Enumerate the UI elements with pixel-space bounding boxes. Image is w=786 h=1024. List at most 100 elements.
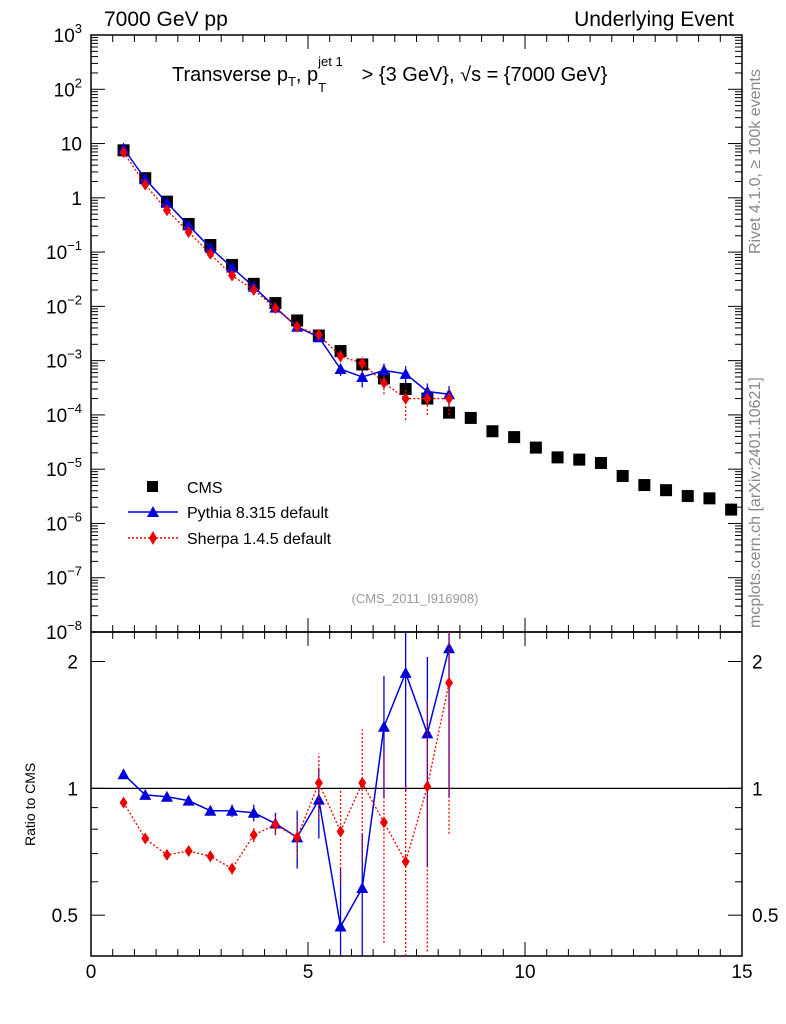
pythia-point (182, 219, 195, 231)
pythia-ratio-point (377, 720, 390, 732)
cms-point (464, 411, 477, 424)
pythia-point (139, 173, 152, 185)
sherpa-ratio-point (228, 862, 237, 875)
cms-point (508, 431, 521, 444)
cms-point (443, 406, 456, 419)
pythia-ratio-point (443, 642, 456, 654)
cms-point (703, 492, 716, 505)
pythia-ratio-point (182, 794, 195, 806)
sherpa-point (401, 392, 410, 405)
title-main: Transverse p (172, 64, 288, 86)
sherpa-ratio-point (445, 676, 454, 689)
legend-cms-marker (147, 481, 158, 492)
pythia-ratio-point (399, 666, 412, 678)
pythia-ratio-point (356, 882, 369, 894)
sherpa-ratio-point (293, 831, 302, 844)
cms-point (594, 456, 607, 469)
sherpa-point (228, 269, 237, 282)
sherpa-ratio-point (423, 780, 432, 793)
legend-pythia-marker (147, 506, 159, 517)
title-mid: , p (295, 64, 319, 86)
ytick-label: 10−5 (46, 455, 82, 481)
cms-point (616, 469, 629, 482)
xtick-label: 5 (303, 962, 314, 983)
ratio-data-marks (117, 632, 456, 956)
sherpa-ratio-point (141, 832, 150, 845)
ratio-ytick-label-right: 2 (752, 653, 763, 674)
title-sub-t2: T (318, 80, 327, 95)
ytick-label: 10−6 (46, 509, 82, 535)
sherpa-ratio-point (358, 776, 367, 789)
ratio-ytick-label-right: 1 (752, 779, 763, 800)
cms-point (399, 383, 412, 396)
ytick-label: 10−7 (46, 564, 82, 590)
cms-point (681, 490, 694, 503)
sherpa-ratio-point (379, 816, 388, 829)
ytick-label: 102 (54, 75, 82, 101)
sherpa-point (162, 204, 171, 217)
legend: CMS Pythia 8.315 default Sherpa 1.4.5 de… (128, 480, 332, 548)
pythia-point (399, 367, 412, 379)
sherpa-point (293, 320, 302, 333)
sherpa-ratio-point (336, 825, 345, 838)
pythia-ratio-point (334, 920, 347, 932)
cms-point (638, 479, 651, 492)
ytick-label: 103 (54, 21, 82, 47)
cms-point (486, 425, 499, 438)
analysis-tag: (CMS_2011_I916908) (352, 591, 479, 606)
pythia-ratio-point (421, 727, 434, 739)
pythia-ratio-point (226, 804, 239, 816)
sherpa-point (206, 247, 215, 260)
pythia-ratio-point (312, 793, 325, 805)
cms-point (529, 441, 542, 454)
sherpa-line (123, 151, 450, 400)
sherpa-ratio-point (184, 845, 193, 858)
ytick-label: 10−3 (46, 347, 82, 373)
xtick-label: 15 (731, 962, 752, 983)
sherpa-ratio-point (249, 828, 258, 841)
title-rest: > {3 GeV}, √s = {7000 GeV} (356, 64, 608, 86)
pythia-ratio-point (204, 804, 217, 816)
sherpa-ratio-point (206, 850, 215, 863)
ytick-label: 10−2 (46, 292, 82, 318)
ytick-label: 10−1 (46, 238, 82, 264)
main-data-marks (117, 142, 738, 516)
header-left: 7000 GeV pp (104, 8, 228, 31)
legend-sherpa-label: Sherpa 1.4.5 default (187, 531, 332, 548)
sherpa-point (358, 357, 367, 370)
sherpa-point (184, 225, 193, 238)
sherpa-ratio-point (271, 818, 280, 831)
sherpa-point (336, 350, 345, 363)
main-axis-ticks: 10310210110−110−210−310−410−510−610−710−… (46, 21, 743, 644)
ratio-axis-ticks: 0 5 10 15 0.5 0.5 1 1 2 2 (52, 632, 778, 983)
ytick-label: 10 (61, 135, 82, 156)
title-sup-jet: jet 1 (318, 54, 343, 69)
sherpa-ratio-point (162, 848, 171, 861)
sherpa-point (249, 283, 258, 296)
ratio-frame (90, 631, 743, 957)
xtick-label: 0 (86, 962, 97, 983)
pythia-point (421, 385, 434, 397)
pythia-point (160, 196, 173, 208)
ytick-label: 10−4 (46, 401, 82, 427)
pythia-point (334, 363, 347, 375)
legend-sherpa-marker (149, 531, 157, 545)
sherpa-ratio-point (314, 776, 323, 789)
sherpa-point (379, 376, 388, 389)
pythia-line (122, 148, 450, 396)
sherpa-point (423, 392, 432, 405)
ytick-label: 1 (71, 189, 82, 210)
sherpa-ratio-point (401, 855, 410, 868)
sherpa-point (119, 146, 128, 159)
legend-cms-label: CMS (187, 480, 223, 497)
pythia-ratio-point (117, 768, 130, 780)
pythia-ratio-line (123, 648, 450, 929)
pythia-point (356, 370, 369, 382)
pythia-point (226, 261, 239, 273)
sherpa-ratio-point (119, 796, 128, 809)
sherpa-point (445, 392, 454, 405)
ratio-ytick-label: 1 (67, 779, 78, 800)
cms-point (725, 503, 738, 516)
